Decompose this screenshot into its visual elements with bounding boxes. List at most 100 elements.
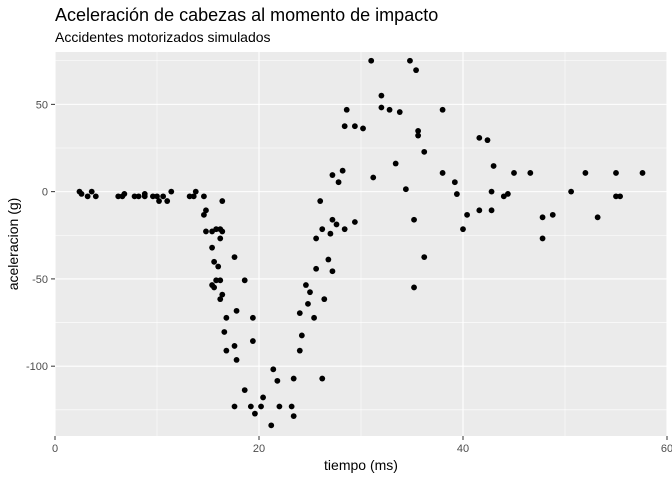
- data-point: [511, 170, 517, 176]
- data-point: [241, 277, 248, 284]
- data-point: [192, 188, 199, 195]
- data-point: [378, 92, 385, 99]
- data-point: [160, 193, 167, 200]
- data-point: [92, 193, 99, 200]
- data-point: [260, 394, 266, 401]
- data-point: [215, 263, 222, 270]
- data-point: [203, 207, 209, 214]
- chart-title: Aceleración de cabezas al momento de imp…: [55, 5, 438, 25]
- data-point: [268, 422, 275, 429]
- data-point: [476, 207, 483, 214]
- data-point: [329, 216, 336, 223]
- data-point: [396, 109, 403, 115]
- data-point: [221, 329, 228, 335]
- y-tick-label: -100: [26, 361, 48, 373]
- data-point: [252, 410, 258, 417]
- data-point: [339, 167, 346, 174]
- data-point: [303, 282, 309, 288]
- data-point: [78, 191, 85, 197]
- data-point: [351, 123, 358, 130]
- data-point: [464, 211, 470, 218]
- data-point: [488, 207, 495, 214]
- data-point: [504, 191, 511, 197]
- data-point: [613, 193, 619, 200]
- data-point: [370, 174, 377, 181]
- data-point: [402, 186, 409, 193]
- data-point: [313, 265, 320, 272]
- data-point: [327, 230, 334, 237]
- data-point: [392, 160, 399, 167]
- data-point: [186, 193, 193, 200]
- data-point: [386, 106, 393, 113]
- data-point: [639, 170, 646, 176]
- y-tick-label: 50: [36, 99, 48, 111]
- data-point: [141, 193, 148, 200]
- data-point: [490, 163, 497, 169]
- x-axis-title: tiempo (ms): [324, 457, 398, 473]
- data-point: [88, 188, 95, 195]
- data-point: [290, 413, 297, 420]
- data-point: [413, 67, 419, 74]
- y-axis-title: aceleracion (g): [5, 198, 21, 291]
- data-point: [219, 198, 226, 204]
- data-point: [343, 106, 350, 113]
- data-point: [407, 57, 413, 64]
- data-point: [150, 193, 156, 200]
- data-point: [360, 125, 366, 132]
- data-point: [613, 170, 619, 176]
- data-point: [209, 244, 215, 251]
- data-point: [568, 188, 575, 195]
- data-point: [270, 366, 277, 373]
- data-point: [453, 191, 460, 197]
- data-point: [329, 172, 336, 178]
- major-grid: [54, 52, 668, 436]
- data-point: [219, 291, 226, 298]
- data-point: [213, 226, 220, 233]
- y-tick-label: 0: [42, 187, 48, 199]
- data-point: [484, 137, 491, 144]
- data-point: [341, 123, 348, 130]
- data-point: [421, 254, 428, 260]
- data-point: [319, 226, 326, 233]
- data-point: [231, 403, 238, 410]
- data-point: [217, 235, 224, 242]
- data-point: [307, 289, 313, 296]
- data-point: [549, 211, 556, 218]
- data-point: [421, 148, 428, 155]
- data-points: [76, 57, 646, 429]
- minor-grid: [55, 52, 667, 436]
- data-point: [311, 314, 317, 321]
- data-point: [329, 268, 336, 275]
- data-point: [378, 104, 385, 111]
- data-point: [241, 387, 248, 393]
- data-point: [451, 179, 458, 186]
- data-point: [527, 170, 534, 176]
- x-tick-label: 60: [661, 443, 672, 455]
- data-point: [341, 226, 348, 233]
- x-tick-label: 20: [253, 443, 265, 455]
- data-point: [313, 235, 320, 242]
- data-point: [439, 170, 446, 176]
- data-point: [351, 219, 358, 225]
- y-axis-ticks: -100 -50 0 50: [26, 99, 55, 373]
- data-point: [201, 211, 207, 218]
- data-point: [233, 356, 240, 363]
- data-point: [190, 193, 197, 200]
- data-point: [168, 188, 175, 195]
- data-point: [325, 256, 332, 263]
- data-point: [298, 332, 305, 339]
- data-point: [84, 193, 91, 200]
- data-point: [539, 214, 546, 221]
- data-point: [231, 254, 238, 260]
- data-point: [223, 314, 230, 321]
- data-point: [539, 235, 546, 242]
- data-point: [201, 193, 207, 200]
- data-point: [368, 57, 375, 64]
- data-point: [305, 300, 311, 307]
- data-point: [411, 284, 417, 291]
- data-point: [211, 258, 218, 265]
- data-point: [164, 198, 171, 204]
- data-point: [231, 343, 238, 349]
- data-point: [274, 377, 281, 384]
- data-point: [411, 216, 417, 223]
